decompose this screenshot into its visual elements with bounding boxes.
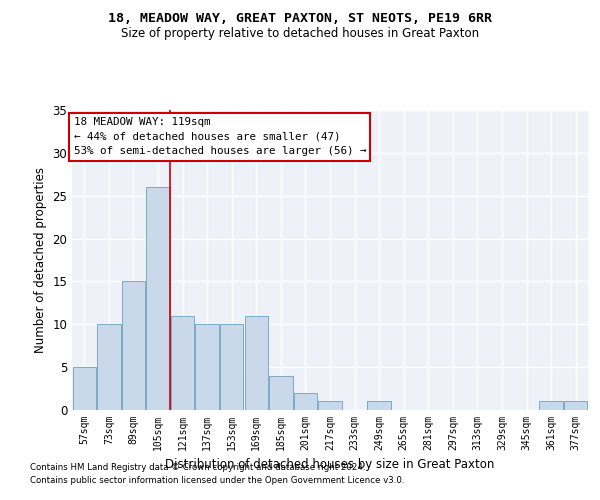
Bar: [367, 402, 391, 410]
Bar: [146, 187, 170, 410]
Text: Size of property relative to detached houses in Great Paxton: Size of property relative to detached ho…: [121, 28, 479, 40]
Text: Contains HM Land Registry data © Crown copyright and database right 2024.: Contains HM Land Registry data © Crown c…: [30, 464, 365, 472]
Bar: [122, 282, 145, 410]
Bar: [294, 393, 317, 410]
Bar: [564, 402, 587, 410]
Bar: [245, 316, 268, 410]
Bar: [171, 316, 194, 410]
Y-axis label: Number of detached properties: Number of detached properties: [34, 167, 47, 353]
X-axis label: Distribution of detached houses by size in Great Paxton: Distribution of detached houses by size …: [166, 458, 494, 471]
Text: Contains public sector information licensed under the Open Government Licence v3: Contains public sector information licen…: [30, 476, 404, 485]
Bar: [539, 402, 563, 410]
Bar: [97, 324, 121, 410]
Bar: [319, 402, 341, 410]
Bar: [196, 324, 219, 410]
Text: 18 MEADOW WAY: 119sqm
← 44% of detached houses are smaller (47)
53% of semi-deta: 18 MEADOW WAY: 119sqm ← 44% of detached …: [74, 117, 366, 156]
Bar: [269, 376, 293, 410]
Bar: [73, 367, 96, 410]
Text: 18, MEADOW WAY, GREAT PAXTON, ST NEOTS, PE19 6RR: 18, MEADOW WAY, GREAT PAXTON, ST NEOTS, …: [108, 12, 492, 26]
Bar: [220, 324, 244, 410]
